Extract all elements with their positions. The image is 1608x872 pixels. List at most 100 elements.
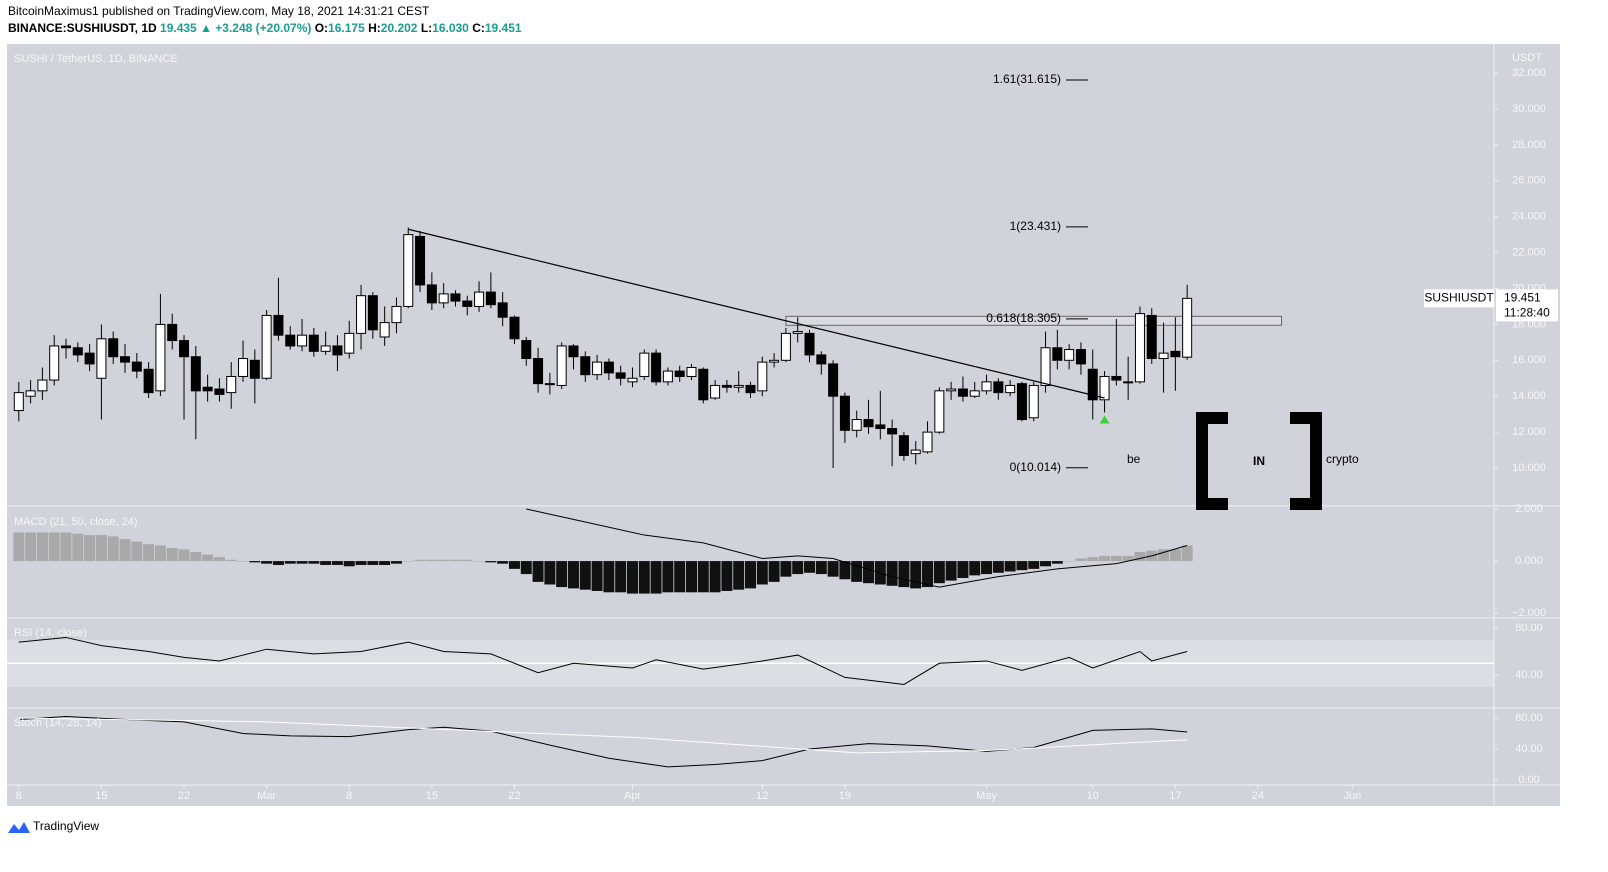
- candle-body: [96, 338, 107, 379]
- histogram-bar: [863, 561, 875, 584]
- price: 19.435: [160, 21, 197, 35]
- candle-body: [875, 424, 886, 430]
- panel: [13, 508, 1193, 594]
- candle-body: [710, 384, 721, 399]
- indicator-line: [18, 636, 1188, 685]
- candle-body: [769, 359, 780, 363]
- candle-body: [686, 366, 697, 377]
- candle-body: [1052, 347, 1063, 361]
- candle-body: [356, 295, 367, 334]
- histogram-bar: [60, 532, 72, 562]
- histogram-bar: [95, 535, 107, 562]
- candle-body: [863, 419, 874, 428]
- candle-body: [592, 361, 603, 376]
- candle-body: [155, 323, 166, 392]
- histogram-bar: [154, 545, 166, 562]
- x-tick-label: 17: [1169, 790, 1181, 802]
- histogram-bar: [36, 532, 48, 562]
- y-tick-label: 40.00: [1515, 743, 1543, 755]
- histogram-bar: [650, 561, 662, 594]
- ohlc-key: H:: [368, 21, 381, 35]
- candle-body: [615, 372, 626, 379]
- histogram-bar: [1099, 555, 1111, 562]
- candle-body: [828, 363, 839, 397]
- y-tick-label: 30.000: [1512, 103, 1546, 115]
- histogram-bar: [603, 561, 615, 593]
- histogram-bar: [756, 561, 768, 585]
- y-tick-label: 12.000: [1512, 426, 1546, 438]
- candle-body: [249, 359, 260, 379]
- ohlc-key: C:: [472, 21, 485, 35]
- footer-logo: [8, 822, 30, 833]
- histogram-bar: [933, 561, 945, 584]
- ohlc-value: 16.175: [328, 21, 365, 35]
- candle-body: [816, 354, 827, 365]
- candle-body: [426, 284, 437, 304]
- candle-body: [308, 334, 319, 352]
- ohlc-value: 20.202: [381, 21, 418, 35]
- symbol-tag: [1424, 289, 1494, 308]
- y-tick-label: 2.000: [1515, 503, 1543, 515]
- candle-body: [887, 428, 898, 435]
- histogram-bar: [1110, 555, 1122, 562]
- histogram-bar: [461, 559, 473, 562]
- y-tick-label: 0.00: [1518, 774, 1539, 786]
- candle-body: [450, 293, 461, 302]
- candle-body: [84, 352, 95, 365]
- watermark-text: be: [1127, 452, 1141, 466]
- candle-body: [627, 377, 638, 383]
- candle-body: [910, 449, 921, 455]
- histogram-bar: [792, 561, 804, 575]
- histogram-bar: [745, 561, 756, 589]
- histogram-bar: [320, 561, 332, 565]
- histogram-bar: [721, 561, 733, 591]
- histogram-bar: [426, 559, 438, 562]
- candle-body: [462, 300, 473, 307]
- x-tick-label: Mar: [257, 790, 276, 802]
- histogram-bar: [1087, 557, 1099, 562]
- candle-body: [214, 388, 225, 395]
- y-tick-label: 26.000: [1512, 175, 1546, 187]
- candle-body: [1087, 368, 1098, 401]
- last-price-tag: [1496, 289, 1558, 322]
- candle-body: [226, 375, 237, 394]
- candle-body: [1111, 375, 1122, 381]
- candle-body: [273, 314, 284, 336]
- y-tick-label: 0.000: [1515, 555, 1543, 567]
- histogram-bar: [1028, 561, 1040, 569]
- histogram-bar: [1181, 545, 1193, 562]
- histogram-bar: [497, 561, 509, 564]
- candle-body: [367, 295, 378, 331]
- histogram-bar: [886, 561, 898, 586]
- panel-title: RSI (14, close): [14, 627, 87, 639]
- candle-body: [733, 384, 744, 388]
- histogram-bar: [84, 535, 96, 562]
- histogram-bar: [532, 561, 544, 582]
- histogram-bar: [957, 561, 969, 578]
- trendline: [408, 228, 1105, 399]
- histogram-bar: [390, 561, 402, 564]
- histogram-bar: [1016, 561, 1028, 571]
- x-tick-label: 15: [426, 790, 438, 802]
- histogram-bar: [1051, 561, 1063, 564]
- histogram-bar: [626, 561, 638, 594]
- candle-body: [934, 390, 945, 433]
- histogram-bar: [733, 561, 745, 590]
- candle-body: [61, 345, 72, 349]
- candle-body: [957, 388, 968, 397]
- histogram-bar: [922, 561, 934, 588]
- histogram-bar: [1158, 549, 1170, 562]
- x-tick-label: 8: [16, 790, 22, 802]
- countdown: 11:28:40: [1504, 306, 1550, 320]
- candle-body: [839, 395, 850, 431]
- histogram-bar: [638, 561, 650, 594]
- candle-body: [603, 361, 614, 374]
- x-tick-label: 15: [95, 790, 107, 802]
- histogram-bar: [308, 561, 320, 564]
- candle-body: [167, 323, 178, 342]
- fib-label: 0.618(18.305): [986, 311, 1061, 325]
- histogram-bar: [567, 561, 579, 589]
- candle-body: [474, 291, 485, 307]
- ohlc-value: 19.451: [485, 21, 522, 35]
- candle-body: [721, 384, 732, 388]
